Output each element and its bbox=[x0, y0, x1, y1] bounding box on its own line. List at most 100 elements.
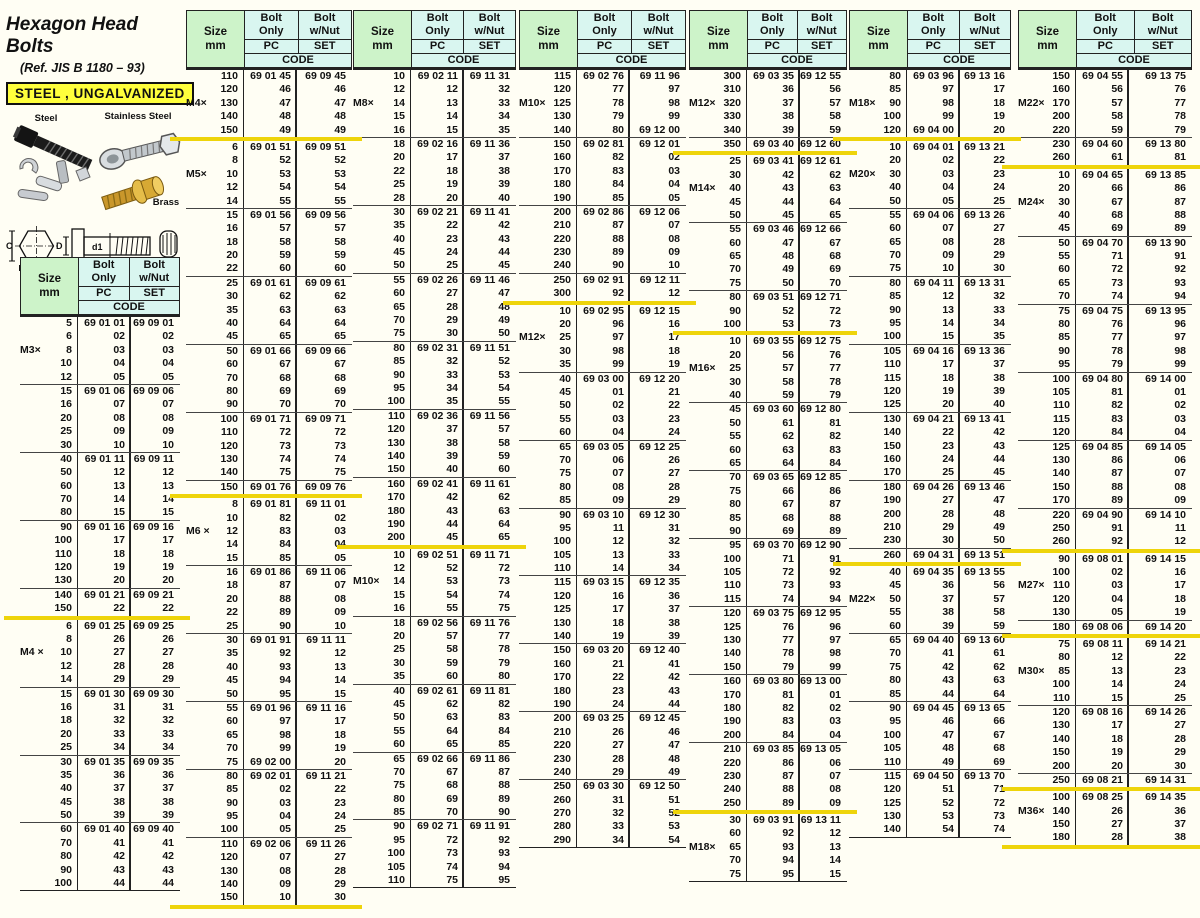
pc-code-cell: 32 bbox=[78, 714, 131, 728]
set-code-cell: 62 bbox=[498, 491, 510, 504]
pc-code-cell: 49 bbox=[907, 755, 960, 769]
set-code-cell: 69 11 16 bbox=[305, 701, 346, 714]
set-code-cell: 64 bbox=[498, 517, 510, 530]
size-cell: 140 bbox=[689, 647, 747, 661]
table-row: 60 97 17 bbox=[186, 715, 352, 729]
pc-code-cell: 94 bbox=[747, 854, 800, 868]
size-value: 170 bbox=[1052, 96, 1070, 109]
size-cell: 110 bbox=[186, 426, 244, 440]
table-header: Size mm Bolt Only Bolt w/Nut PC SET CODE bbox=[186, 10, 352, 68]
pc-code-cell: 59 bbox=[1076, 123, 1129, 137]
pc-code-cell: 69 04 60 bbox=[1076, 137, 1129, 152]
table-row: 65 28 48 bbox=[353, 300, 516, 315]
size-value: 10 bbox=[60, 357, 72, 370]
pc-code-cell: 69 04 50 bbox=[907, 769, 960, 784]
set-code-cell: 69 09 25 bbox=[133, 619, 174, 632]
set-code-cell: 69 13 46 bbox=[964, 480, 1005, 493]
table-row: 45 69 03 60 69 12 80 bbox=[689, 403, 847, 417]
set-code-cell: 24 bbox=[1174, 678, 1186, 691]
size-cell: 70 bbox=[353, 765, 411, 780]
set-code-cell: 36 bbox=[668, 589, 680, 602]
pc-code-cell: 18 bbox=[411, 164, 464, 179]
set-code-cell: 86 bbox=[1174, 182, 1186, 195]
pc-code-cell: 04 bbox=[244, 810, 297, 824]
size-cell: 180 bbox=[849, 480, 907, 495]
size-cell: 100 bbox=[689, 552, 747, 567]
table-row: 6 02 02 bbox=[20, 330, 180, 344]
set-code-cell: 69 12 40 bbox=[639, 644, 680, 657]
pc-code-cell: 45 bbox=[411, 531, 464, 545]
size-cell: 100 bbox=[353, 847, 411, 861]
size-cell: 15 bbox=[20, 384, 78, 399]
set-code-cell: 59 bbox=[334, 249, 346, 262]
table-row: 55 71 91 bbox=[1018, 250, 1192, 264]
pc-code-cell: 72 bbox=[244, 426, 297, 440]
size-cell: 6 bbox=[20, 619, 78, 633]
set-code-cell: 55 bbox=[334, 194, 346, 207]
size-value: 25 bbox=[729, 362, 741, 375]
pc-header: PC bbox=[578, 39, 632, 54]
set-code-cell: 56 bbox=[993, 579, 1005, 592]
set-code-cell: 69 12 85 bbox=[800, 471, 841, 484]
table-row: 18 69 02 56 69 11 76 bbox=[353, 616, 516, 631]
size-value: 15 bbox=[226, 208, 238, 221]
set-code-cell: 49 bbox=[993, 520, 1005, 533]
table-row: 25 34 34 bbox=[20, 741, 180, 755]
size-value: 125 bbox=[553, 96, 571, 109]
set-code-cell: 03 bbox=[1174, 412, 1186, 425]
table-row: 20 02 22 bbox=[849, 154, 1011, 168]
pc-code-cell: 29 bbox=[411, 314, 464, 328]
size-value: 190 bbox=[553, 191, 571, 204]
set-code-cell: 03 bbox=[334, 524, 346, 537]
pc-code-cell: 81 bbox=[747, 688, 800, 702]
size-cell: M18× 90 bbox=[849, 96, 907, 111]
table-row: M24× 30 67 87 bbox=[1018, 195, 1192, 209]
size-value: 320 bbox=[723, 96, 741, 109]
code-table-m12-m18: Size mm Bolt Only Bolt w/Nut PC SET CODE 300 69 … bbox=[673, 10, 857, 883]
table-row: 65 98 18 bbox=[186, 728, 352, 743]
size-cell: 250 bbox=[689, 796, 747, 811]
set-code-cell: 02 bbox=[829, 701, 841, 714]
table-row: 100 47 67 bbox=[849, 728, 1011, 743]
table-row: 80 69 02 01 69 11 21 bbox=[186, 769, 352, 784]
size-cell: 8 bbox=[186, 154, 244, 168]
size-cell: 180 bbox=[1018, 831, 1076, 845]
size-cell: 70 bbox=[186, 371, 244, 385]
size-value: 160 bbox=[1052, 83, 1070, 96]
size-value: 25 bbox=[60, 741, 72, 754]
table-row: 15 54 74 bbox=[353, 588, 516, 603]
size-value: 90 bbox=[889, 96, 901, 109]
size-cell: 16 bbox=[353, 602, 411, 616]
size-cell: 180 bbox=[519, 178, 577, 192]
size-value: 100 bbox=[723, 552, 741, 565]
size-cell: 65 bbox=[353, 752, 411, 766]
pc-code-cell: 17 bbox=[907, 358, 960, 372]
size-value: 22 bbox=[393, 164, 405, 177]
set-code-cell: 47 bbox=[334, 96, 346, 109]
size-cell: 18 bbox=[186, 235, 244, 250]
set-code-cell: 69 12 00 bbox=[639, 123, 680, 136]
stainless-steel-label: Stainless Steel bbox=[104, 111, 171, 122]
pc-code-cell: 82 bbox=[747, 701, 800, 716]
pc-code-cell: 59 bbox=[244, 249, 297, 263]
set-code-cell: 96 bbox=[829, 620, 841, 633]
table-row: 90 69 08 01 69 14 15 bbox=[1018, 552, 1192, 567]
table-row: 40 69 04 35 69 13 55 bbox=[849, 566, 1011, 580]
table-row: M22× 50 37 57 bbox=[849, 592, 1011, 607]
set-code-cell: 85 bbox=[498, 738, 510, 751]
size-value: 12 bbox=[393, 562, 405, 575]
size-value: 180 bbox=[883, 480, 901, 493]
pc-code-cell: 14 bbox=[78, 493, 131, 507]
size-cell: 8 bbox=[20, 632, 78, 647]
table-row: 35 22 42 bbox=[353, 219, 516, 233]
pc-code-cell: 03 bbox=[78, 343, 131, 358]
pc-code-cell: 86 bbox=[1076, 453, 1129, 468]
pc-code-cell: 69 03 96 bbox=[907, 70, 960, 84]
table-row: 30 69 02 21 69 11 41 bbox=[353, 205, 516, 220]
set-code-cell: 69 14 15 bbox=[1145, 552, 1186, 565]
table-row: 18 58 58 bbox=[186, 235, 352, 250]
table-row: 60 63 83 bbox=[689, 443, 847, 457]
set-code-cell: 09 bbox=[1174, 494, 1186, 507]
table-row: 110 69 02 36 69 11 56 bbox=[353, 409, 516, 424]
size-value: 150 bbox=[1052, 480, 1070, 493]
